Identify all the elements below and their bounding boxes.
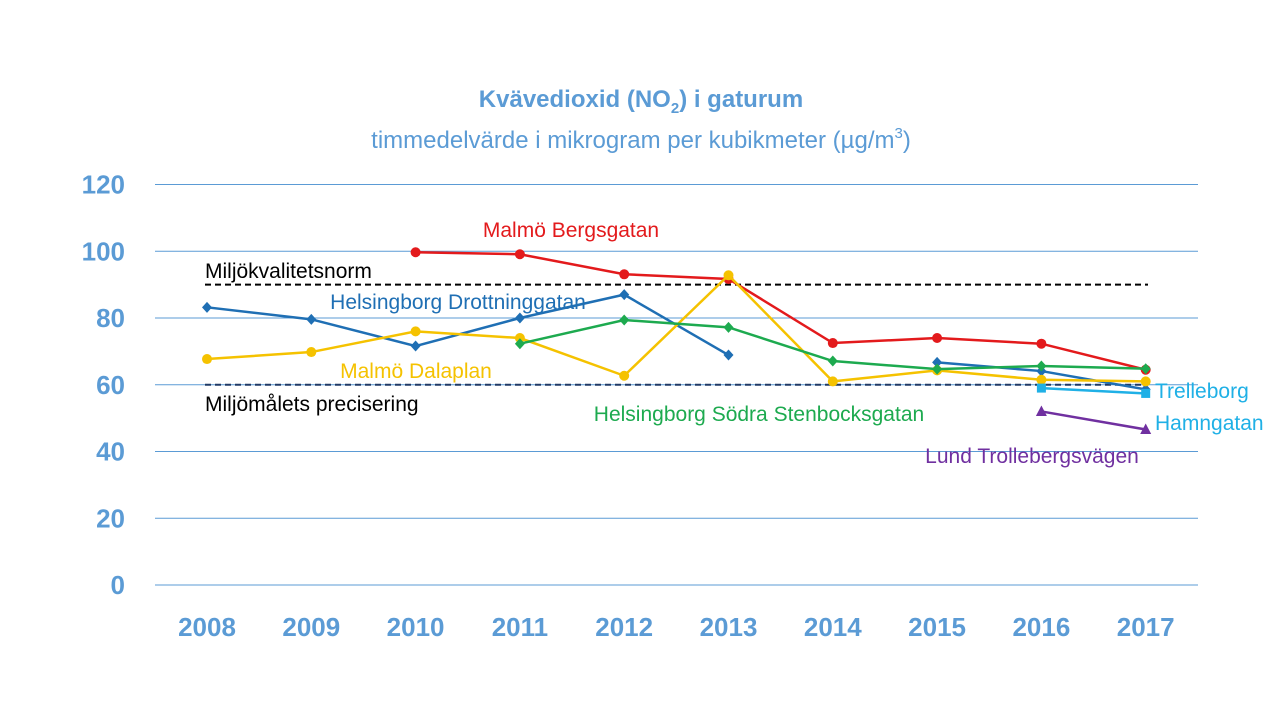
chart-title-tail: ) i gaturum	[679, 86, 803, 113]
data-point	[410, 340, 421, 352]
y-tick-label: 80	[96, 303, 125, 333]
data-point	[202, 301, 212, 313]
x-tick-label: 2010	[387, 612, 445, 642]
data-point	[514, 249, 525, 260]
data-point	[514, 333, 525, 344]
data-point	[1036, 374, 1047, 385]
data-point	[514, 338, 525, 350]
x-tick-label: 2009	[282, 612, 340, 642]
data-point	[1141, 388, 1151, 398]
series-group	[202, 270, 1151, 387]
series-label: Malmö Dalaplan	[340, 360, 492, 383]
data-point	[1036, 360, 1047, 372]
series-labels: Malmö Bergsgatan Helsingborg Drottninggat…	[330, 219, 1263, 468]
data-point	[514, 312, 525, 324]
y-axis-ticks: 0 20 40 60 80 100 120	[82, 170, 125, 601]
data-point	[1140, 376, 1151, 387]
series-group	[1036, 383, 1151, 398]
chart-subtitle-superscript: 3	[894, 125, 902, 142]
data-point	[1140, 363, 1151, 375]
chart-title-subscript: 2	[671, 100, 679, 117]
series-label: Lund Trollebergsvägen	[925, 445, 1139, 468]
series-line	[206, 293, 730, 357]
series-line	[415, 251, 1147, 371]
data-point	[202, 354, 212, 365]
data-point	[932, 363, 943, 375]
chart-title-text: Kvävedioxid (NO	[479, 86, 671, 113]
y-tick-label: 40	[96, 437, 125, 467]
data-point	[306, 313, 317, 325]
series-group	[1035, 405, 1152, 434]
series-line	[1041, 386, 1146, 395]
data-point	[1036, 338, 1047, 349]
series-label: Malmö Bergsgatan	[483, 219, 659, 242]
y-tick-label: 60	[96, 370, 125, 400]
chart-subtitle-text: timmedelvärde i mikrogram per kubikmeter…	[371, 127, 894, 154]
data-point	[827, 376, 838, 387]
data-point	[723, 349, 734, 361]
data-point	[1036, 383, 1046, 393]
x-tick-label: 2017	[1117, 612, 1175, 642]
x-tick-label: 2011	[492, 612, 548, 642]
chart-title: Kvävedioxid (NO2) i gaturum	[479, 86, 803, 117]
chart-subtitle: timmedelvärde i mikrogram per kubikmeter…	[371, 125, 911, 154]
data-point	[1140, 423, 1152, 434]
data-point	[410, 326, 421, 337]
series-line	[206, 273, 1146, 383]
series-label: Trelleborg	[1155, 380, 1249, 403]
data-point	[827, 355, 838, 367]
x-tick-label: 2016	[1012, 612, 1070, 642]
reference-line-label: Miljökvalitetsnorm	[205, 260, 372, 283]
x-tick-label: 2014	[804, 612, 862, 642]
data-point	[723, 321, 734, 333]
data-point	[932, 356, 943, 368]
x-tick-label: 2015	[908, 612, 966, 642]
data-point	[619, 314, 630, 326]
reference-line-label: Miljömålets precisering	[205, 393, 419, 416]
data-point	[932, 333, 943, 344]
data-point	[723, 270, 734, 281]
chart-subtitle-tail: )	[903, 127, 911, 154]
x-tick-label: 2008	[178, 612, 236, 642]
y-tick-label: 0	[111, 570, 125, 600]
data-point	[827, 338, 838, 349]
series-line	[1041, 410, 1146, 431]
data-series	[202, 247, 1152, 434]
series-label: Helsingborg Drottninggatan	[330, 291, 586, 314]
data-point	[619, 370, 630, 381]
data-point	[1035, 405, 1047, 416]
series-label: Hamngatan	[1155, 412, 1264, 435]
data-point	[306, 347, 317, 358]
y-tick-label: 100	[82, 236, 125, 266]
data-point	[619, 269, 630, 280]
y-tick-label: 120	[82, 170, 125, 200]
x-axis-ticks: 2008 2009 2010 2011 2012 2013 2014 2015 2016 2017	[178, 612, 1175, 642]
series-group	[514, 314, 1151, 375]
series-label: Helsingborg Södra Stenbocksgatan	[594, 403, 924, 426]
y-tick-label: 20	[96, 503, 125, 533]
data-point	[410, 247, 421, 258]
reference-lines: Miljökvalitetsnorm Miljömålets preciserin…	[205, 260, 1148, 416]
data-point	[619, 289, 630, 301]
x-tick-label: 2013	[700, 612, 758, 642]
x-tick-label: 2012	[595, 612, 653, 642]
